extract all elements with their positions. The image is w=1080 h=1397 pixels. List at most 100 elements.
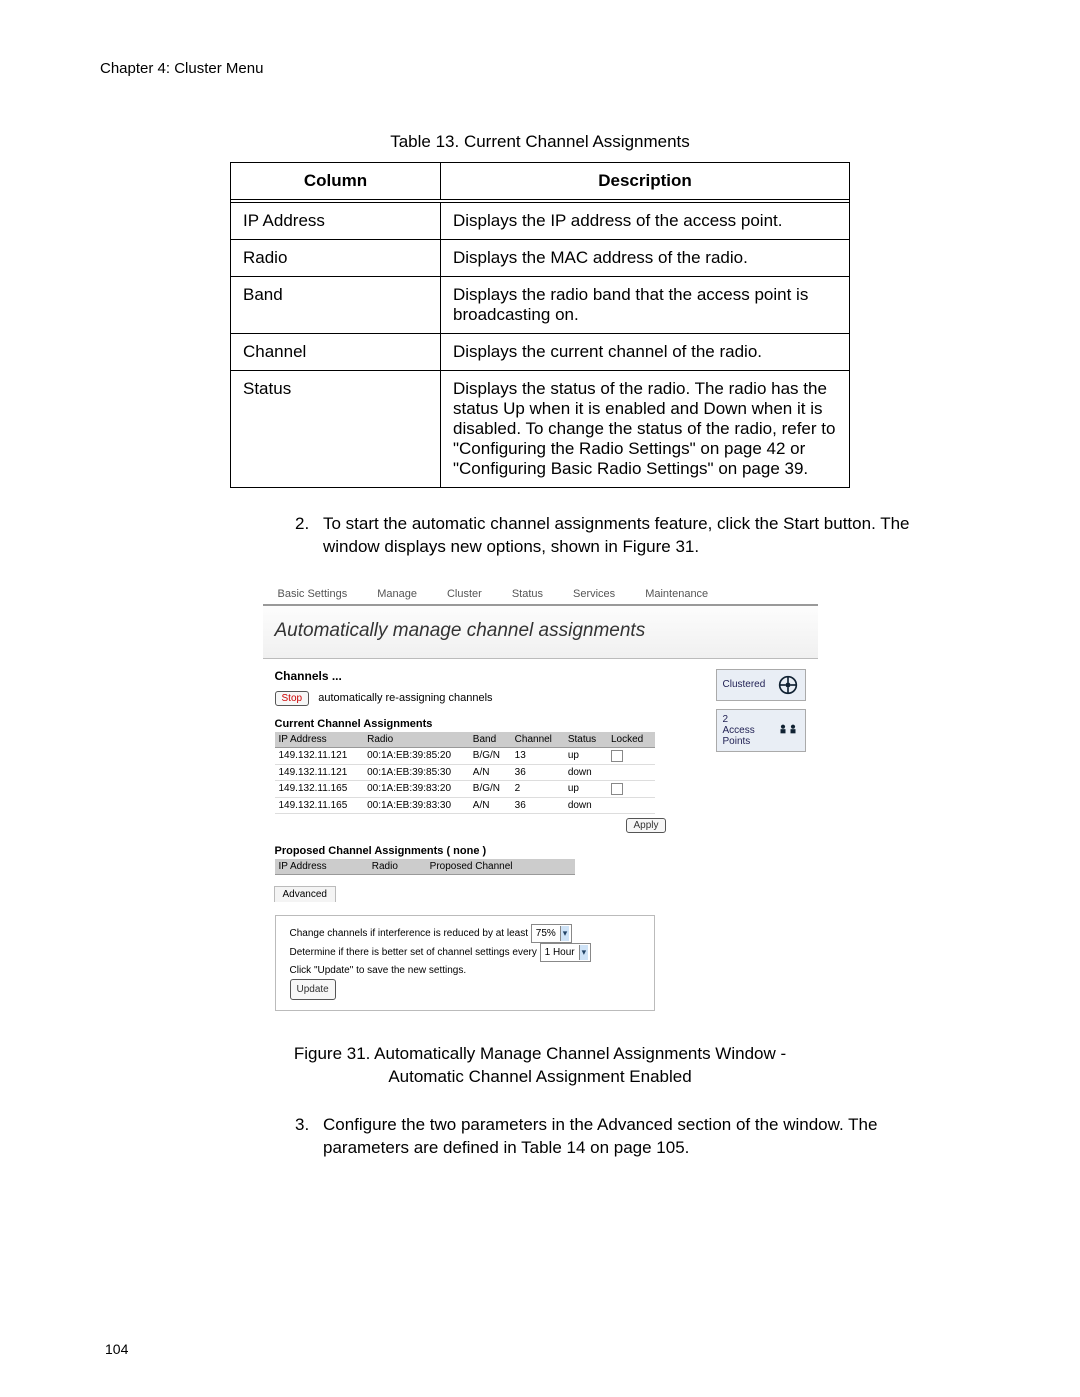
cell-desc: Displays the current channel of the radi… xyxy=(441,334,850,371)
table-caption: Table 13. Current Channel Assignments xyxy=(100,132,980,152)
cell-channel: 13 xyxy=(511,747,564,764)
cell-ip: 149.132.11.121 xyxy=(275,747,364,764)
cell-channel: 2 xyxy=(511,780,564,797)
cell-locked xyxy=(607,780,655,797)
col-proposed-channel: Proposed Channel xyxy=(426,859,575,875)
locked-checkbox[interactable] xyxy=(611,750,623,762)
figure-screenshot: Basic Settings Manage Cluster Status Ser… xyxy=(263,584,818,1023)
table-row: 149.132.11.121 00:1A:EB:39:85:30 A/N 36 … xyxy=(275,764,655,780)
cell-locked xyxy=(607,797,655,813)
access-points-badge: 2 Access Points xyxy=(716,709,806,752)
cell-col: IP Address xyxy=(231,203,441,240)
figure-caption: Figure 31. Automatically Manage Channel … xyxy=(100,1043,980,1089)
access-points-text: 2 Access Points xyxy=(723,714,755,747)
table-row: 149.132.11.165 00:1A:EB:39:83:20 B/G/N 2… xyxy=(275,780,655,797)
col-radio: Radio xyxy=(363,732,469,748)
description-table: Column Description IP Address Displays t… xyxy=(230,162,850,488)
col-channel: Channel xyxy=(511,732,564,748)
col-ip: IP Address xyxy=(275,732,364,748)
cell-radio: 00:1A:EB:39:85:30 xyxy=(363,764,469,780)
cell-status: down xyxy=(564,797,607,813)
tab-services[interactable]: Services xyxy=(558,584,630,604)
chevron-down-icon: ▾ xyxy=(560,926,570,941)
cell-ip: 149.132.11.165 xyxy=(275,780,364,797)
cluster-icon xyxy=(777,674,799,696)
chapter-header: Chapter 4: Cluster Menu xyxy=(100,60,980,77)
step-3: 3. Configure the two parameters in the A… xyxy=(295,1114,920,1160)
cell-channel: 36 xyxy=(511,797,564,813)
cell-col: Status xyxy=(231,371,441,488)
cell-band: B/G/N xyxy=(469,747,511,764)
stop-text: automatically re-assigning channels xyxy=(318,692,492,704)
cell-ip: 149.132.11.165 xyxy=(275,797,364,813)
col-band: Band xyxy=(469,732,511,748)
cell-channel: 36 xyxy=(511,764,564,780)
th-column: Column xyxy=(231,163,441,200)
tab-manage[interactable]: Manage xyxy=(362,584,432,604)
access-points-icon xyxy=(777,714,799,736)
step-2-number: 2. xyxy=(295,513,323,559)
col-ip: IP Address xyxy=(275,859,368,875)
cell-band: A/N xyxy=(469,797,511,813)
cell-band: A/N xyxy=(469,764,511,780)
screenshot-title: Automatically manage channel assignments xyxy=(275,616,806,642)
table-row: Radio Displays the MAC address of the ra… xyxy=(231,240,850,277)
cell-ip: 149.132.11.121 xyxy=(275,764,364,780)
step-2-text: To start the automatic channel assignmen… xyxy=(323,513,920,559)
th-description: Description xyxy=(441,163,850,200)
current-assignments-table: IP Address Radio Band Channel Status Loc… xyxy=(275,732,655,814)
cell-locked xyxy=(607,764,655,780)
cell-band: B/G/N xyxy=(469,780,511,797)
locked-checkbox[interactable] xyxy=(611,783,623,795)
advanced-tab[interactable]: Advanced xyxy=(274,886,336,902)
step-3-number: 3. xyxy=(295,1114,323,1160)
table-row: 149.132.11.121 00:1A:EB:39:85:20 B/G/N 1… xyxy=(275,747,655,764)
chevron-down-icon: ▾ xyxy=(579,945,589,960)
clustered-badge: Clustered xyxy=(716,669,806,701)
clustered-label: Clustered xyxy=(723,679,766,690)
tab-maintenance[interactable]: Maintenance xyxy=(630,584,723,604)
cell-desc: Displays the status of the radio. The ra… xyxy=(441,371,850,488)
current-assignments-title: Current Channel Assignments xyxy=(275,718,696,730)
cell-desc: Displays the IP address of the access po… xyxy=(441,203,850,240)
tab-cluster[interactable]: Cluster xyxy=(432,584,497,604)
tab-status[interactable]: Status xyxy=(497,584,558,604)
table-row: Channel Displays the current channel of … xyxy=(231,334,850,371)
col-locked: Locked xyxy=(607,732,655,748)
cell-col: Channel xyxy=(231,334,441,371)
proposed-assignments-table: IP Address Radio Proposed Channel xyxy=(275,859,575,875)
cell-radio: 00:1A:EB:39:85:20 xyxy=(363,747,469,764)
cell-status: down xyxy=(564,764,607,780)
adv-line-3-text: Click "Update" to save the new settings. xyxy=(290,962,644,979)
cell-col: Radio xyxy=(231,240,441,277)
cell-status: up xyxy=(564,747,607,764)
adv-line-2-text: Determine if there is better set of chan… xyxy=(290,947,537,958)
interval-select[interactable]: 1 Hour▾ xyxy=(540,943,592,962)
cell-desc: Displays the radio band that the access … xyxy=(441,277,850,334)
channels-heading: Channels ... xyxy=(275,669,696,683)
col-status: Status xyxy=(564,732,607,748)
cell-col: Band xyxy=(231,277,441,334)
cell-locked xyxy=(607,747,655,764)
col-radio: Radio xyxy=(368,859,426,875)
update-button[interactable]: Update xyxy=(290,979,336,1000)
cell-desc: Displays the MAC address of the radio. xyxy=(441,240,850,277)
table-row: Band Displays the radio band that the ac… xyxy=(231,277,850,334)
advanced-panel: Change channels if interference is reduc… xyxy=(275,915,655,1011)
step-2: 2. To start the automatic channel assign… xyxy=(295,513,920,559)
step-3-text: Configure the two parameters in the Adva… xyxy=(323,1114,920,1160)
screenshot-tabs: Basic Settings Manage Cluster Status Ser… xyxy=(263,584,818,606)
table-row: 149.132.11.165 00:1A:EB:39:83:30 A/N 36 … xyxy=(275,797,655,813)
tab-basic-settings[interactable]: Basic Settings xyxy=(263,584,363,604)
page-number: 104 xyxy=(105,1341,128,1357)
apply-button[interactable]: Apply xyxy=(626,818,665,833)
table-row: IP Address Displays the IP address of th… xyxy=(231,203,850,240)
interference-percent-select[interactable]: 75%▾ xyxy=(531,924,573,943)
stop-button[interactable]: Stop xyxy=(275,691,310,706)
proposed-assignments-title: Proposed Channel Assignments ( none ) xyxy=(275,845,696,857)
cell-radio: 00:1A:EB:39:83:30 xyxy=(363,797,469,813)
cell-radio: 00:1A:EB:39:83:20 xyxy=(363,780,469,797)
adv-line-1-text: Change channels if interference is reduc… xyxy=(290,928,528,939)
cell-status: up xyxy=(564,780,607,797)
table-row: Status Displays the status of the radio.… xyxy=(231,371,850,488)
